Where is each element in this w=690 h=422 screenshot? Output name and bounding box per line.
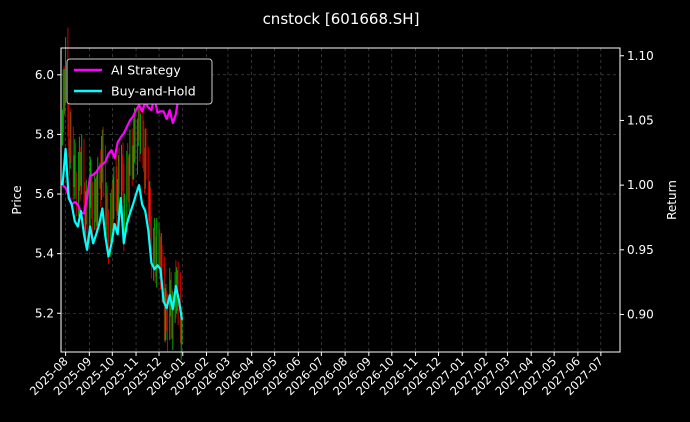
right-axis: 0.90 0.95 1.00 1.05 1.10 xyxy=(620,49,654,321)
legend: AI Strategy Buy-and-Hold xyxy=(66,58,213,105)
series-line-buy-and-hold xyxy=(61,147,184,320)
legend-box xyxy=(66,58,213,105)
price-candles xyxy=(62,27,183,360)
right-tick-label: 1.10 xyxy=(627,49,654,63)
left-tick-label: 6.0 xyxy=(35,68,54,82)
left-axis-label: Price xyxy=(10,185,24,214)
series-lines xyxy=(61,83,184,320)
legend-label-ai-strategy: AI Strategy xyxy=(111,63,181,78)
right-tick-label: 0.95 xyxy=(627,243,654,257)
legend-label-buy-and-hold: Buy-and-Hold xyxy=(111,84,196,99)
right-tick-label: 1.05 xyxy=(627,113,654,127)
right-axis-label: Return xyxy=(665,180,679,220)
left-axis: 5.2 5.4 5.6 5.8 6.0 xyxy=(35,68,61,320)
right-tick-label: 0.90 xyxy=(627,307,654,321)
plot-frame xyxy=(60,47,621,353)
right-tick-label: 1.00 xyxy=(627,178,654,192)
series-line-ai-strategy xyxy=(61,83,184,215)
left-tick-label: 5.2 xyxy=(35,306,54,320)
left-tick-label: 5.4 xyxy=(35,247,54,261)
x-axis: 2025-082025-092025-102025-112025-122026-… xyxy=(27,352,606,398)
left-tick-label: 5.8 xyxy=(35,127,54,141)
left-tick-label: 5.6 xyxy=(35,187,54,201)
chart-title: cnstock [601668.SH] xyxy=(263,10,420,28)
